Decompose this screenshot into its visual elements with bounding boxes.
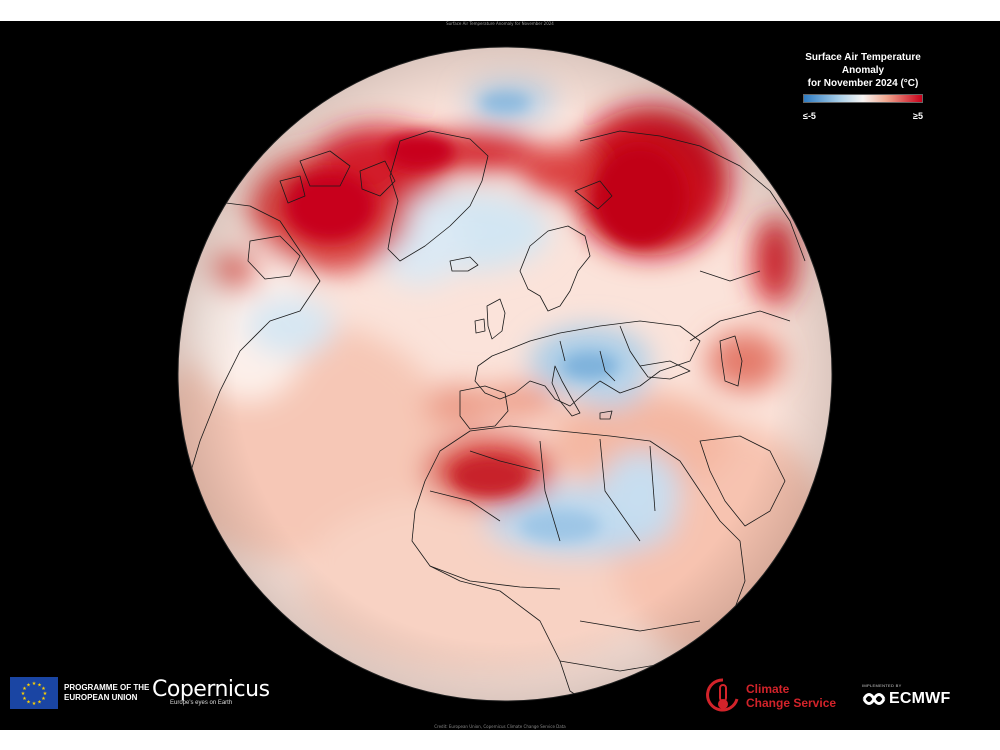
colorbar [803,94,923,103]
credit-line: Credit: European Union, Copernicus Clima… [434,724,566,729]
legend: Surface Air Temperature Anomaly for Nove… [788,51,938,121]
eu-flag-icon: ★ ★ ★ ★ ★ ★ ★ ★ ★ ★ ★ ★ [10,677,58,709]
svg-text:★: ★ [37,700,42,706]
svg-text:★: ★ [43,691,48,697]
svg-text:★: ★ [26,700,31,706]
svg-text:★: ★ [22,686,27,692]
svg-text:★: ★ [32,681,37,687]
ecmwf-logo: IMPLEMENTED BY ECMWF [862,683,950,708]
svg-text:★: ★ [37,683,42,689]
eu-text-line1: PROGRAMME OF THE [64,683,150,692]
svg-text:★: ★ [41,686,46,692]
copernicus-name: Copernicus [152,677,270,702]
svg-text:★: ★ [22,696,27,702]
ecmwf-waves-icon [862,693,886,705]
legend-subtitle: for November 2024 (°C) [807,78,919,89]
legend-min-label: ≤-5 [803,111,816,121]
c3s-line2: Change Service [746,696,837,710]
ecmwf-implemented-by: IMPLEMENTED BY [862,683,902,688]
svg-text:★: ★ [41,696,46,702]
globe-outline [177,46,833,702]
svg-text:★: ★ [21,691,26,697]
c3s-logo: Climate Change Service [706,677,836,715]
c3s-thermometer-icon [706,678,739,712]
copernicus-logo: Copernicus Europe's eyes on Earth [152,677,270,706]
eu-logo: ★ ★ ★ ★ ★ ★ ★ ★ ★ ★ ★ ★ PROGRAMME OF THE… [10,677,149,709]
eu-text-line2: EUROPEAN UNION [64,693,138,702]
ecmwf-name: ECMWF [889,690,951,707]
svg-text:★: ★ [32,701,37,707]
legend-max-label: ≥5 [913,111,923,121]
c3s-line1: Climate [746,682,790,696]
legend-title: Surface Air Temperature Anomaly [805,52,921,76]
copernicus-tagline: Europe's eyes on Earth [170,700,233,706]
globe-map [177,46,833,702]
top-caption: Surface Air Temperature Anomaly for Nove… [446,21,554,26]
svg-text:★: ★ [26,683,31,689]
map-canvas: Surface Air Temperature Anomaly for Nove… [0,21,1000,730]
